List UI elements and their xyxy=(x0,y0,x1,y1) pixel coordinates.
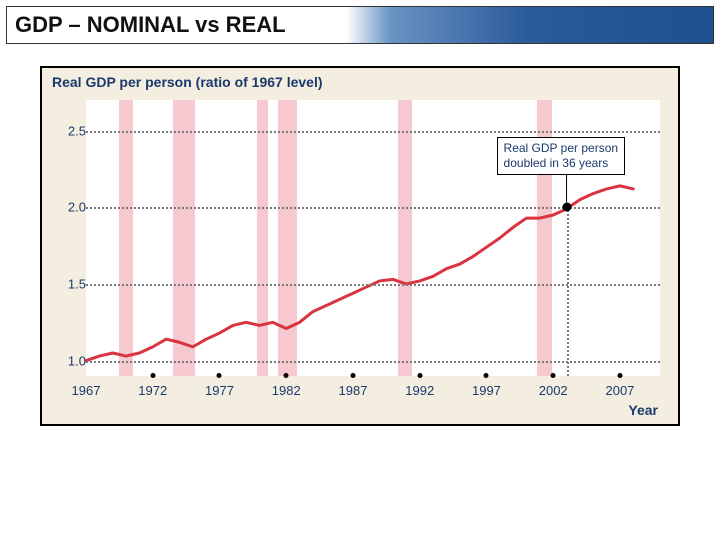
y-tick-label: 1.5 xyxy=(42,277,86,292)
x-tick-dot xyxy=(217,373,222,378)
gdp-line xyxy=(86,186,633,361)
x-tick-label: 2007 xyxy=(605,383,634,398)
title-bar-gradient xyxy=(346,7,713,43)
x-tick-label: 1977 xyxy=(205,383,234,398)
grid-line xyxy=(86,361,660,363)
annotation-line2: doubled in 36 years xyxy=(504,156,609,170)
gdp-chart-figure: Real GDP per person (ratio of 1967 level… xyxy=(40,66,680,426)
x-tick-dot xyxy=(284,373,289,378)
y-tick-label: 1.0 xyxy=(42,353,86,368)
annotation-line1: Real GDP per person xyxy=(504,141,619,155)
x-tick-label: 1982 xyxy=(272,383,301,398)
y-tick-label: 2.0 xyxy=(42,200,86,215)
x-tick-dot xyxy=(350,373,355,378)
y-tick-label: 2.5 xyxy=(42,123,86,138)
x-tick-dot xyxy=(150,373,155,378)
x-tick-label: 1997 xyxy=(472,383,501,398)
chart-title: Real GDP per person (ratio of 1967 level… xyxy=(52,74,323,90)
slide-title: GDP – NOMINAL vs REAL xyxy=(15,7,286,43)
grid-line xyxy=(86,207,660,209)
x-tick-dot xyxy=(417,373,422,378)
annotation-leader xyxy=(567,207,569,376)
x-tick-label: 2002 xyxy=(539,383,568,398)
x-tick-dot xyxy=(551,373,556,378)
annotation-box: Real GDP per persondoubled in 36 years xyxy=(497,137,626,175)
x-tick-label: 1987 xyxy=(339,383,368,398)
x-tick-dot xyxy=(617,373,622,378)
x-axis-label: Year xyxy=(628,402,658,418)
grid-line xyxy=(86,131,660,133)
slide-title-bar: GDP – NOMINAL vs REAL xyxy=(6,6,714,44)
x-tick-dot xyxy=(484,373,489,378)
grid-line xyxy=(86,284,660,286)
annotation-point xyxy=(562,203,571,212)
x-tick-label: 1972 xyxy=(138,383,167,398)
x-tick-label: 1992 xyxy=(405,383,434,398)
x-tick-label: 1967 xyxy=(72,383,101,398)
